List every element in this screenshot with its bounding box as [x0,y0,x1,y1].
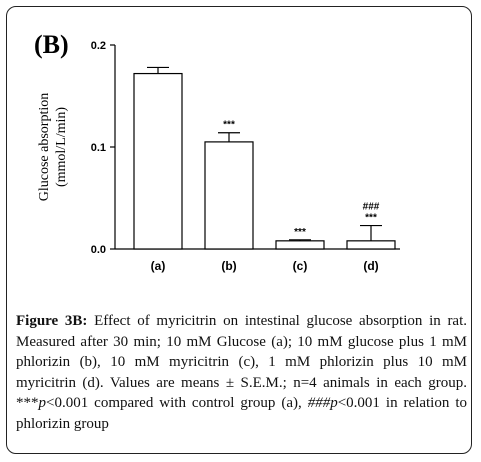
figure-caption: Figure 3B: Effect of myricitrin on intes… [16,311,467,434]
y-axis-units: (mmol/L/min) [54,107,69,187]
panel-label: (B) [34,30,69,59]
y-tick-label-2: 0.2 [91,40,106,52]
significance-label-1-0: *** [223,120,235,131]
x-tick-label-3: (d) [363,259,378,273]
significance-label-3-0: *** [365,213,377,224]
significance-label-2-0: *** [294,227,306,238]
y-tick-label-0: 0.0 [91,244,106,256]
y-axis-label: Glucose absorption [37,93,52,201]
bar-0 [133,72,183,250]
bar-chart: 0.0 0.1 0.2 Glucose absorption (mmol/L/m… [37,40,400,273]
caption-text-1: Effect of myricitrin on intestinal gluco… [16,313,468,411]
caption-hash-p: ###p [307,395,338,411]
caption-text-2: <0.001 compared with control group (a), [46,395,308,411]
bars-group: (a)***(b)***(c)***###(d) [133,66,396,273]
x-tick-label-0: (a) [151,259,166,273]
figure-frame [6,6,472,454]
bar-3 [346,240,396,250]
x-tick-label-2: (c) [293,259,308,273]
bar-2 [275,240,325,250]
y-axis: 0.0 0.1 0.2 [91,40,116,256]
caption-text-3: <0.001 in relation to phlorizin group [16,395,467,432]
y-axis-title: Glucose absorption (mmol/L/min) [37,93,69,201]
significance-label-3-1: ### [363,202,380,213]
caption-p-1: p [38,395,47,411]
x-tick-label-1: (b) [221,259,236,273]
y-tick-label-1: 0.1 [91,142,106,154]
caption-figure-label: Figure 3B: [16,313,88,329]
bar-1 [204,141,254,250]
